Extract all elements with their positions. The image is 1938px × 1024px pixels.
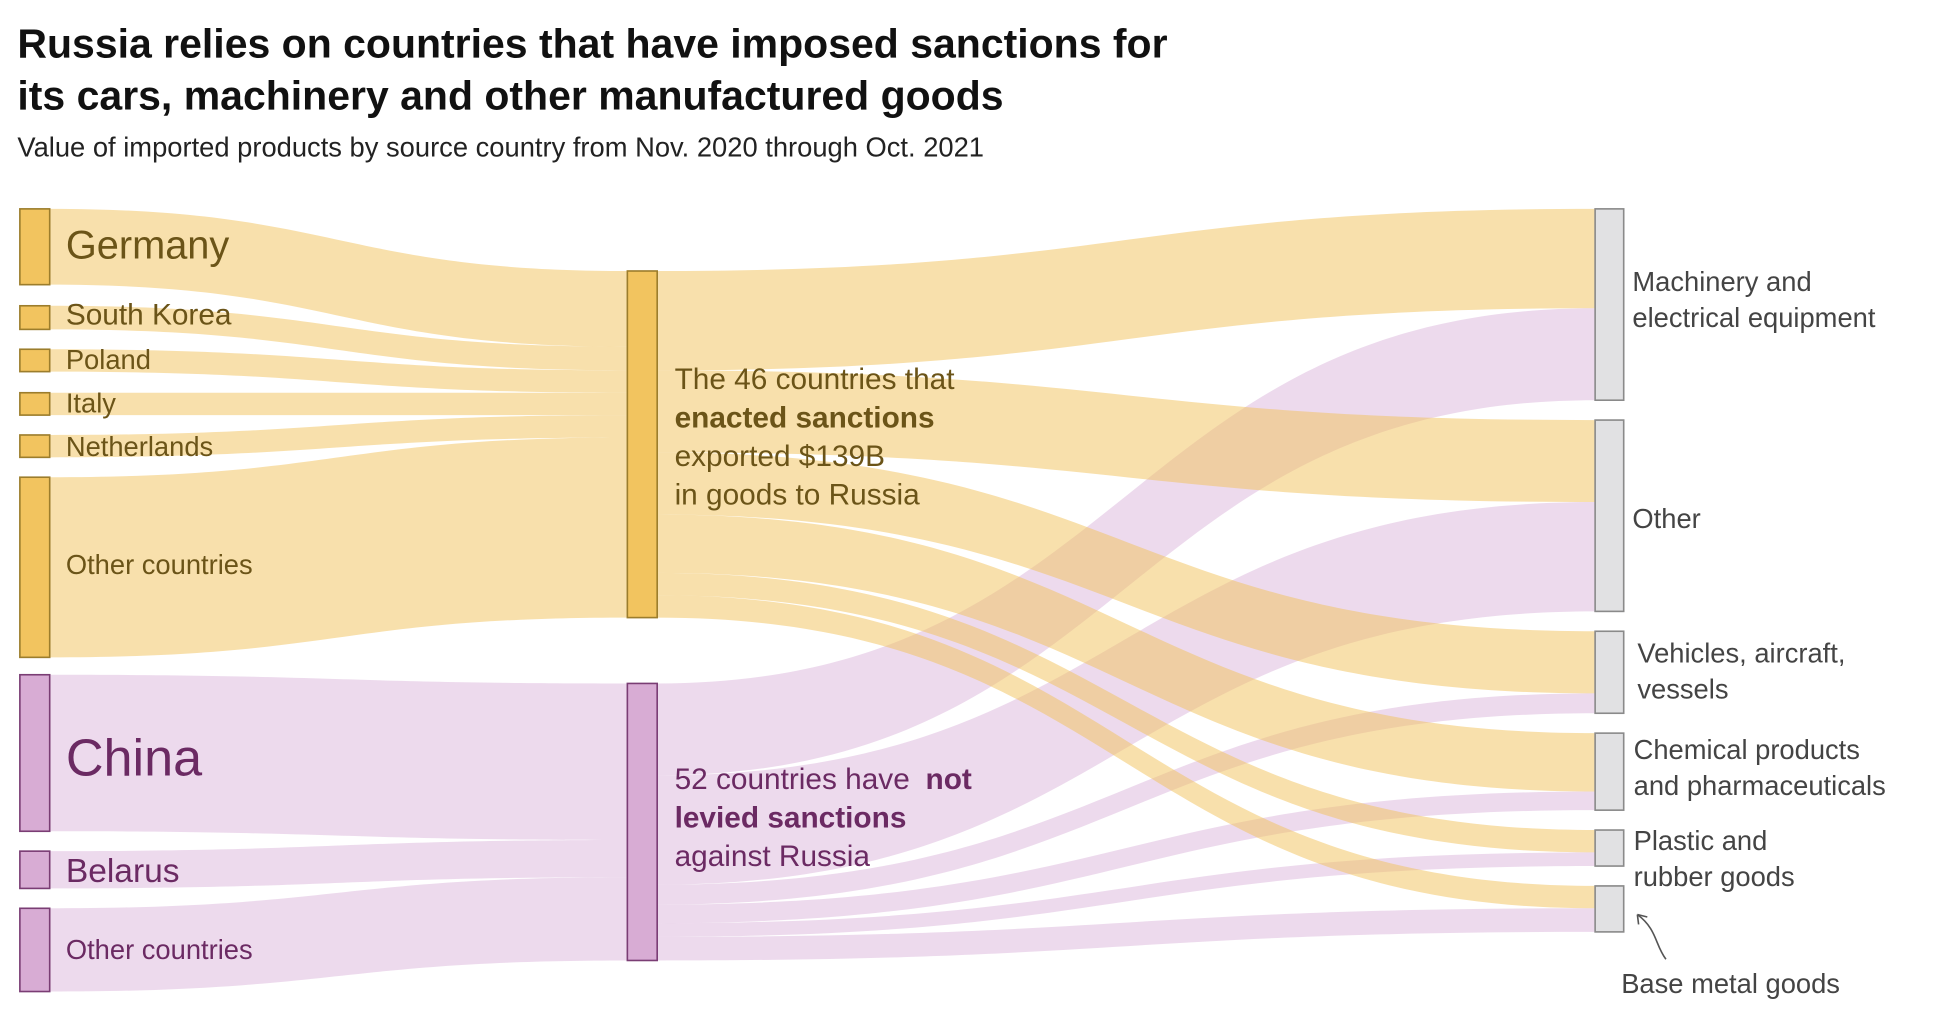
chart-title-line1: Russia relies on countries that have imp… — [17, 20, 1167, 66]
flow-nonsanction-to-other — [657, 502, 1596, 885]
sanction-annotation-line1: The 46 countries that — [675, 363, 956, 396]
source-node-south_korea — [19, 304, 51, 331]
category-label-vehicles-2: vessels — [1637, 673, 1728, 704]
category-label-chemical-2: and pharmaceuticals — [1634, 770, 1886, 801]
source-node-belarus — [19, 850, 51, 890]
source-node-other_nonsanction — [19, 907, 51, 993]
source-label-south-korea: South Korea — [66, 298, 232, 331]
flow-other_nonsanction-to-nonsanction — [49, 877, 628, 992]
source-label-poland: Poland — [66, 344, 151, 375]
source-node-italy — [19, 391, 51, 416]
category-label-chemical-1: Chemical products — [1634, 734, 1860, 765]
sanction-annotation: The 46 countries that enacted sanctions … — [675, 363, 956, 512]
flow-other_sanction-to-sanction — [49, 437, 628, 658]
source-label-other-sanction: Other countries — [66, 549, 253, 580]
flow-poland-to-sanction — [49, 349, 628, 393]
flow-sanction-to-plastic — [657, 572, 1596, 853]
source-label-belarus: Belarus — [66, 853, 180, 890]
flow-nonsanction-to-vehicles — [657, 693, 1596, 905]
flow-south_korea-to-sanction — [49, 305, 628, 371]
source-label-germany: Germany — [66, 224, 230, 268]
chart-subtitle: Value of imported products by source cou… — [17, 132, 984, 163]
category-node-chemical — [1594, 732, 1625, 811]
nonsanction-annotation: 52 countries have not levied sanctions a… — [675, 763, 972, 873]
category-node-machinery — [1594, 208, 1625, 401]
nodes — [19, 208, 1625, 993]
source-node-poland — [19, 348, 51, 373]
flow-nonsanction-to-base_metal — [657, 908, 1596, 961]
flow-links — [49, 208, 1596, 992]
category-node-plastic — [1594, 829, 1625, 867]
category-node-other — [1594, 419, 1625, 613]
flow-sanction-to-other — [657, 370, 1596, 503]
flow-sanction-to-machinery — [657, 208, 1596, 371]
category-node-vehicles — [1594, 630, 1625, 715]
source-node-other_sanction — [19, 476, 51, 659]
category-label-base-metal: Base metal goods — [1621, 968, 1840, 999]
flow-sanction-to-vehicles — [657, 452, 1596, 694]
flow-nonsanction-to-chemical — [657, 791, 1596, 924]
sanction-annotation-line4: in goods to Russia — [675, 479, 921, 512]
source-label-china: China — [66, 729, 202, 787]
category-label-other: Other — [1632, 503, 1700, 534]
flow-italy-to-sanction — [49, 392, 628, 416]
flow-sanction-to-base_metal — [657, 595, 1596, 909]
nonsanction-annotation-not: not — [926, 763, 972, 796]
nonsanction-annotation-line2: levied sanctions — [675, 802, 907, 835]
nonsanction-annotation-line1-text: 52 countries have — [675, 763, 919, 796]
group-node-sanction — [626, 270, 658, 619]
group-node-nonsanction — [626, 682, 658, 962]
category-label-machinery-2: electrical equipment — [1632, 302, 1875, 333]
category-label-plastic-2: rubber goods — [1634, 861, 1795, 892]
sanction-annotation-line2: enacted sanctions — [675, 402, 935, 435]
sanction-annotation-line3: exported $139B — [675, 440, 885, 473]
nonsanction-annotation-line3: against Russia — [675, 840, 871, 873]
flow-netherlands-to-sanction — [49, 415, 628, 458]
category-label-machinery-1: Machinery and — [1632, 266, 1811, 297]
flow-germany-to-sanction — [49, 208, 628, 347]
arrowhead-icon — [1636, 913, 1648, 925]
flow-sanction-to-chemical — [657, 514, 1596, 792]
labels: Germany South Korea Poland Italy Netherl… — [66, 224, 1886, 999]
category-node-base_metal — [1594, 885, 1625, 933]
base-metal-pointer-arrow — [1636, 913, 1667, 960]
flow-belarus-to-nonsanction — [49, 839, 628, 889]
source-label-italy: Italy — [66, 388, 116, 419]
source-node-netherlands — [19, 434, 51, 459]
nonsanction-annotation-line1: 52 countries have not — [675, 763, 972, 796]
category-label-vehicles-1: Vehicles, aircraft, — [1637, 637, 1845, 668]
flow-china-to-nonsanction — [49, 674, 628, 840]
source-node-china — [19, 673, 51, 833]
source-label-netherlands: Netherlands — [66, 431, 213, 462]
source-label-other-nonsanction: Other countries — [66, 934, 253, 965]
source-node-germany — [19, 208, 51, 286]
chart-title-line2: its cars, machinery and other manufactur… — [17, 72, 1003, 118]
category-label-plastic-1: Plastic and — [1634, 825, 1768, 856]
